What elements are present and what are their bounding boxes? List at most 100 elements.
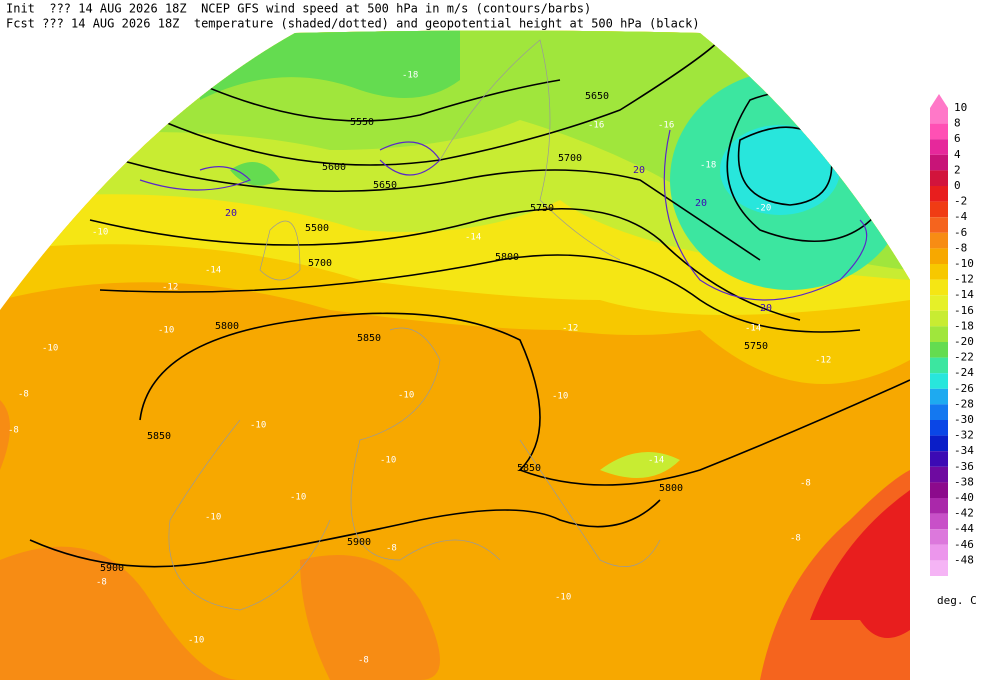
colorbar-label: -36 [954,460,974,473]
height-label: 5800 [215,321,239,332]
colorbar-box [930,466,948,483]
colorbar-label: -40 [954,491,974,504]
temperature-label: -8 [386,544,397,554]
colorbar-unit: deg. C [937,594,977,607]
height-label: 5850 [147,431,171,442]
header-line: Init ??? 14 AUG 2026 18Z NCEP GFS wind s… [6,2,591,16]
temperature-label: -10 [92,228,108,238]
colorbar-label: 0 [954,179,961,192]
height-label: 5600 [322,162,346,173]
colorbar-label: -12 [954,273,974,286]
temperature-label: -10 [290,493,306,503]
temperature-label: -10 [250,421,266,431]
height-labels: 5550 5600 5650 5500 5700 5750 5800 5650 … [100,91,768,574]
shading [720,125,840,215]
temperature-label: -8 [18,390,29,400]
colorbar-box [930,310,948,327]
colorbar-label: -20 [954,335,974,348]
colorbar-label: 6 [954,132,961,145]
shading [810,490,910,638]
colorbar-label: -28 [954,397,974,410]
colorbar-box [930,295,948,311]
colorbar-box [930,326,948,342]
colorbar-label: 2 [954,163,961,176]
shading [0,546,240,680]
colorbar-box [930,420,948,436]
colorbar-box [930,342,948,358]
wind-labels: 20 20 20 20 [225,165,772,314]
temperature-label: -10 [380,456,396,466]
coastlines [168,39,661,611]
temperature-label: -14 [465,233,481,243]
height-label: 5800 [659,483,683,494]
temperature-label: -14 [205,266,221,276]
height-label: 5750 [530,203,554,214]
temperature-label: -16 [588,121,604,131]
temperature-label: -14 [745,324,761,334]
colorbar-label: -30 [954,413,974,426]
colorbar-box [930,139,948,155]
colorbar-label: -24 [954,366,974,379]
colorbar-label: -26 [954,382,974,395]
height-label: 5850 [357,333,381,344]
colorbar-label: -4 [954,210,968,223]
colorbar-label: -46 [954,538,974,551]
colorbar-label: 8 [954,117,961,130]
shading [600,452,680,478]
colorbar-box [930,201,948,218]
colorbar-box [930,217,948,233]
colorbar-label: -44 [954,522,974,535]
colorbar-box [930,560,948,576]
colorbar-box [930,108,948,124]
colorbar-box [930,388,948,405]
temperature-label: -18 [700,161,716,171]
temperature-label: -14 [648,456,664,466]
temperature-label: -20 [755,204,771,214]
temperature-label: -18 [402,71,418,81]
colorbar-box [930,248,948,264]
wind-label: 20 [760,303,772,314]
header-line: Fcst ??? 14 AUG 2026 18Z temperature (sh… [6,17,700,31]
shading [200,30,460,186]
temperature-label: -8 [358,656,369,666]
colorbar-label: -32 [954,429,974,442]
colorbar-label: -38 [954,475,974,488]
colorbar-label: -2 [954,195,967,208]
colorbar-box [930,264,948,280]
colorbar-label: -10 [954,257,974,270]
colorbar-box [930,123,948,140]
colorbar-box [930,357,948,374]
temperature-label: -12 [815,356,831,366]
colorbar-label: -18 [954,319,974,332]
temperature-label: -8 [800,479,811,489]
colorbar-box [930,513,948,530]
height-label: 5500 [305,223,329,234]
colorbar-box [930,544,948,561]
colorbar-box [930,232,948,249]
temperature-label: -10 [555,593,571,603]
wind-label: 20 [633,165,645,176]
height-label: 5900 [100,563,124,574]
colorbar-box [930,186,948,202]
colorbar-box [930,451,948,467]
height-label: 5800 [495,252,519,263]
colorbar-box [930,154,948,171]
temperature-labels: -14 -14 -12 -10 -10 -8 -8 -10 -12 -10 -10 -10 -10 -10… [8,71,831,666]
wind-label: 20 [225,208,237,219]
colorbar-box [930,279,948,296]
temperature-label: -8 [790,534,801,544]
colorbar-box [930,435,948,452]
height-label: 5900 [347,537,371,548]
height-label: 5700 [558,153,582,164]
colorbar-box [930,529,948,545]
colorbar-label: -8 [954,241,967,254]
colorbar-label: 4 [954,148,961,161]
temperature-label: -10 [205,513,221,523]
colorbar: 10 8 6 4 2 0 -2 -4 -6 -8 -10 -12 -14 -16 -18 -20 -22 -24 -… [930,94,974,576]
colorbar-box [930,482,948,498]
colorbar-box [930,170,948,186]
temperature-label: -12 [562,324,578,334]
colorbar-box [930,404,948,420]
colorbar-label: -22 [954,351,974,364]
